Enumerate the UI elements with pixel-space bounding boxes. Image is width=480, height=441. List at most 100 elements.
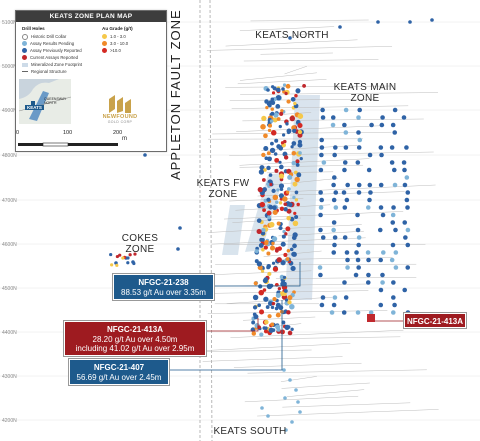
drill-collar — [273, 112, 279, 118]
callout-407-result: 56.69 g/t Au over 2.45m — [76, 372, 162, 382]
drill-collar — [275, 292, 281, 298]
drill-collar — [256, 218, 262, 223]
drill-collar — [126, 256, 130, 260]
drill-collar — [115, 263, 119, 267]
northing-label: 4500N — [2, 286, 17, 292]
drill-collar — [295, 88, 301, 94]
drill-collar — [286, 208, 292, 214]
drill-collar — [254, 249, 259, 254]
drill-collar — [277, 286, 282, 291]
drill-collar — [270, 322, 275, 327]
drill-collar — [294, 190, 299, 195]
northing-label: 4300N — [2, 374, 17, 380]
drill-collar — [276, 327, 281, 332]
drill-collar — [408, 20, 412, 24]
drill-collar — [264, 326, 268, 330]
drill-collar — [261, 115, 267, 122]
drill-collar — [267, 123, 273, 128]
drill-collar — [289, 216, 295, 222]
drill-collar — [343, 130, 349, 135]
drill-trace — [280, 376, 317, 382]
inset-location-map — [18, 79, 72, 124]
drill-collar — [287, 295, 293, 301]
drill-collar — [353, 272, 359, 278]
callout-413a-result: 28.20 g/t Au over 4.50m — [92, 334, 178, 344]
drill-collar — [297, 113, 304, 119]
drill-collar — [344, 197, 350, 203]
drill-collar — [357, 137, 363, 143]
drill-collar — [281, 133, 286, 137]
drill-collar — [401, 160, 407, 165]
callout-nfgc-21-238: NFGC-21-238 88.53 g/t Au over 3.35m — [112, 273, 215, 301]
drill-collar — [344, 250, 350, 255]
drill-collar — [379, 122, 385, 128]
drill-collar — [286, 130, 291, 135]
callout-238-hole: NFGC-21-238 — [138, 278, 189, 287]
drill-collar — [378, 145, 384, 150]
drill-collar — [318, 190, 323, 195]
drill-collar — [405, 205, 410, 210]
drill-collar — [291, 251, 297, 257]
drill-collar — [275, 312, 281, 318]
callout-413a-including: including 41.02 g/t Au over 2.95m — [75, 344, 195, 353]
drill-collar — [281, 234, 286, 239]
drill-collar — [405, 227, 411, 233]
drill-collar — [271, 188, 276, 193]
drill-trace — [206, 343, 351, 351]
drill-collar — [178, 226, 182, 230]
drill-collar — [282, 368, 286, 372]
drill-collar — [356, 145, 362, 150]
drill-collar — [283, 207, 288, 212]
legend-item-label: Mineralized Zone Footprint — [31, 62, 83, 67]
drill-collar — [262, 208, 266, 213]
drill-collar — [356, 182, 362, 188]
drill-collar — [302, 84, 306, 88]
drill-collar — [263, 145, 269, 152]
drill-collar — [283, 155, 289, 160]
drill-collar — [404, 175, 410, 180]
drill-collar — [259, 165, 265, 171]
drill-trace — [282, 402, 411, 408]
drill-collar — [366, 257, 371, 263]
drill-collar — [330, 122, 336, 128]
drill-collar — [402, 182, 408, 188]
drill-collar — [289, 247, 294, 252]
drill-collar — [331, 182, 336, 188]
drill-collar — [271, 241, 275, 246]
drill-collar — [118, 253, 122, 257]
drill-collar — [294, 198, 299, 202]
drill-collar — [391, 280, 396, 285]
drill-collar — [279, 291, 285, 297]
drill-collar — [342, 280, 347, 285]
drill-collar — [405, 265, 411, 270]
drill-collar — [271, 236, 278, 242]
drill-collar — [262, 187, 267, 192]
drill-collar — [391, 205, 396, 210]
legend-grade-item: 1.0 - 3.0 — [102, 34, 126, 40]
drill-trace — [211, 237, 366, 245]
drill-collar — [389, 145, 395, 150]
drill-collar — [391, 167, 397, 173]
drill-collar — [393, 265, 399, 270]
drill-collar — [342, 122, 347, 128]
keats-main-zone-label: KEATS MAIN ZONE — [330, 82, 400, 104]
drill-collar — [379, 152, 384, 158]
drill-collar — [367, 197, 372, 203]
drill-collar — [259, 332, 264, 337]
drill-collar — [274, 168, 279, 173]
drill-collar — [294, 388, 298, 392]
drill-collar — [270, 107, 275, 111]
drill-collar — [393, 227, 398, 233]
callout-nfgc-21-413a: NFGC-21-413A 28.20 g/t Au over 4.50m inc… — [63, 320, 207, 357]
drill-collar — [285, 190, 290, 194]
drill-collar — [279, 111, 284, 116]
drill-collar — [296, 400, 300, 404]
scale-tick-100: 100 — [63, 130, 73, 136]
drill-collar — [366, 167, 372, 173]
drill-collar — [128, 253, 132, 257]
drill-collar — [260, 269, 265, 273]
brand-name: NEWFOUND — [102, 114, 138, 120]
drill-collar — [341, 310, 347, 315]
drill-collar — [405, 190, 411, 195]
legend-item-label: Assay Results Pending — [30, 41, 75, 46]
